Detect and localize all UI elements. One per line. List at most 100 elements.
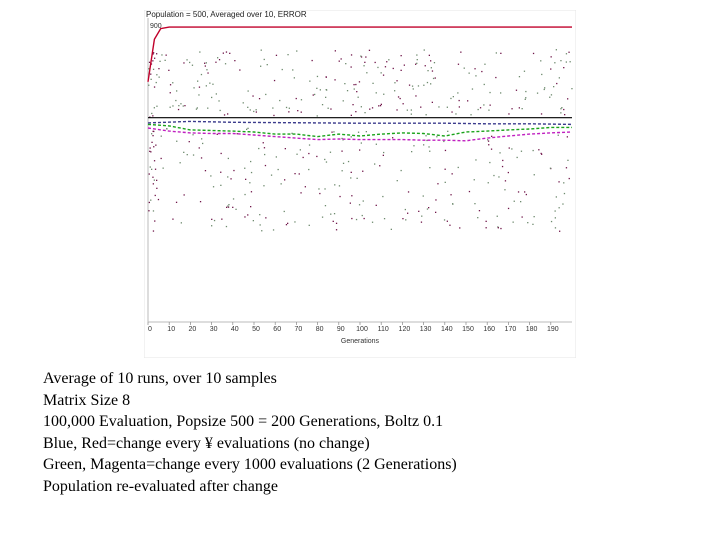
scatter-point [567,159,569,161]
scatter-point [543,88,545,91]
scatter-point [242,102,244,104]
scatter-point [474,203,476,205]
scatter-point [502,159,504,162]
scatter-point [296,153,298,155]
series-line-3 [147,120,573,126]
scatter-point [222,52,224,54]
scatter-point [338,185,341,187]
scatter-point [566,136,568,138]
scatter-point [353,88,355,90]
scatter-point [400,169,402,172]
scatter-point [249,109,251,111]
scatter-point [436,136,438,138]
scatter-point [504,180,507,182]
scatter-point [148,61,151,63]
scatter-point [229,52,231,54]
scatter-point [155,144,157,146]
scatter-point [520,150,523,152]
scatter-point [152,176,154,178]
scatter-point [183,62,185,64]
scatter-point [321,104,324,106]
scatter-point [212,83,214,85]
scatter-point [488,144,490,146]
scatter-point [154,57,156,59]
scatter-point [356,91,358,93]
scatter-point [211,225,213,227]
scatter-point [554,217,556,219]
scatter-point [308,144,311,146]
scatter-point [365,131,367,133]
scatter-point [351,217,353,220]
scatter-point [318,188,320,190]
scatter-point [152,60,154,62]
scatter-point [201,138,203,140]
scatter-point [349,202,351,204]
scatter-point [415,63,417,65]
scatter-point [263,58,265,61]
scatter-point [218,100,220,102]
scatter-point [554,227,557,229]
scatter-point [250,171,253,174]
scatter-point [236,133,238,135]
scatter-point [527,222,529,224]
scatter-point [418,210,420,212]
scatter-point [292,69,294,71]
scatter-point [151,168,153,170]
scatter-point [176,90,178,92]
scatter-point [475,75,477,77]
scatter-point [235,208,237,210]
scatter-point [148,68,150,70]
scatter-point [175,201,178,203]
scatter-point [288,111,290,113]
scatter-point [300,192,302,194]
scatter-point [452,96,454,98]
scatter-point [210,175,212,177]
scatter-point [325,89,327,91]
scatter-point [325,96,327,98]
scatter-point [388,59,390,61]
scatter-point [394,90,396,92]
scatter-point [275,156,277,158]
caption-line: 100,000 Evaluation, Popsize 500 = 200 Ge… [43,413,444,431]
scatter-point [471,88,474,90]
scatter-point [489,104,491,106]
scatter-point [561,107,563,109]
series-line-4 [147,123,572,138]
scatter-point [161,54,163,56]
scatter-point [334,184,336,186]
scatter-point [569,61,571,63]
scatter-point [154,220,156,222]
scatter-point [410,109,412,111]
scatter-point [304,186,306,188]
scatter-point [152,130,154,132]
scatter-point [189,61,191,64]
scatter-point [533,216,535,218]
caption-line: Population re-evaluated after change [43,477,278,495]
scatter-point [175,99,177,102]
scatter-point [206,69,208,71]
scatter-point [518,107,520,109]
x-tick-label: 50 [252,326,260,333]
scatter-point [176,140,178,142]
scatter-point [501,165,504,168]
scatter-point [209,82,211,84]
scatter-point [364,61,366,63]
scatter-point [223,114,226,116]
scatter-point [487,140,490,142]
scatter-point [399,97,401,100]
x-tick-label: 170 [505,326,517,333]
scatter-point [152,135,154,137]
scatter-point [272,107,274,109]
scatter-point [207,72,209,74]
scatter-point [431,70,434,72]
scatter-point [169,84,172,86]
scatter-point [150,199,152,201]
scatter-point [342,162,345,164]
scatter-point [150,63,153,65]
x-tick-label: 100 [356,326,368,333]
scatter-point [211,218,213,220]
scatter-point [344,83,346,85]
scatter-point [541,73,543,76]
scatter-point [255,111,257,113]
scatter-point [162,167,164,169]
